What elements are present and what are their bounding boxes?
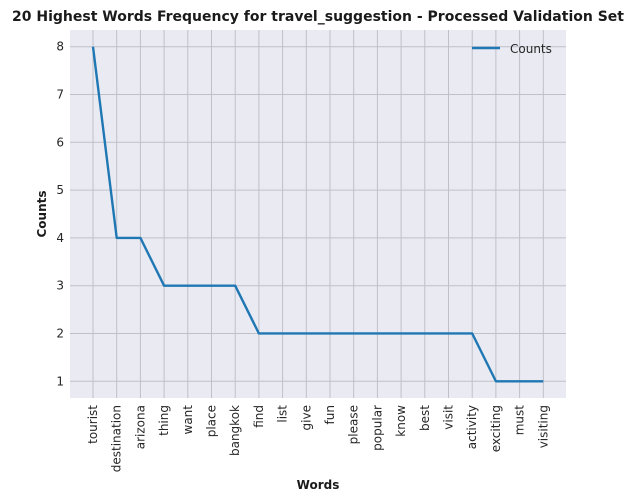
x-tick-label: best [418,405,432,431]
series-group [91,46,544,383]
series-line-counts [91,46,544,383]
y-tick-label: 7 [56,88,64,102]
legend-label: Counts [510,42,552,56]
x-tick-label: visit [442,405,456,430]
y-tick-label: 1 [56,374,64,388]
x-axis-label: Words [297,478,340,492]
chart-title: 20 Highest Words Frequency for travel_su… [12,9,624,25]
legend: Counts [472,42,552,56]
x-tick-label: arizona [133,405,147,449]
x-tick-label: tourist [86,405,100,444]
x-tick-label: find [252,405,266,428]
x-tick-label: know [394,405,408,437]
x-tick-label: must [513,405,527,436]
y-tick-label: 3 [56,279,64,293]
y-tick-label: 5 [56,183,64,197]
x-tick-label: give [299,405,313,430]
x-tick-labels: tourist destination arizona thing want place b… [86,405,550,473]
x-tick-label: exciting [489,405,503,452]
x-gridlines [92,30,544,398]
x-tick-label: place [205,405,219,437]
y-tick-label: 4 [56,231,64,245]
plot-area [70,30,566,398]
x-tick-label: want [181,405,195,435]
x-tick-label: destination [110,405,124,472]
x-tick-label: thing [157,405,171,436]
y-axis-label: Counts [35,190,49,237]
y-tick-labels: 1 2 3 4 5 6 7 8 [56,40,64,389]
y-tick-label: 8 [56,40,64,54]
x-tick-label: fun [323,405,337,424]
x-tick-label: list [276,405,290,423]
x-tick-label: visiting [536,405,550,448]
y-tick-label: 2 [56,326,64,340]
x-tick-label: popular [370,405,384,451]
x-tick-label: bangkok [228,405,242,456]
y-gridlines [70,46,566,382]
y-tick-label: 6 [56,135,64,149]
x-tick-label: please [347,405,361,444]
x-tick-label: activity [465,405,479,449]
